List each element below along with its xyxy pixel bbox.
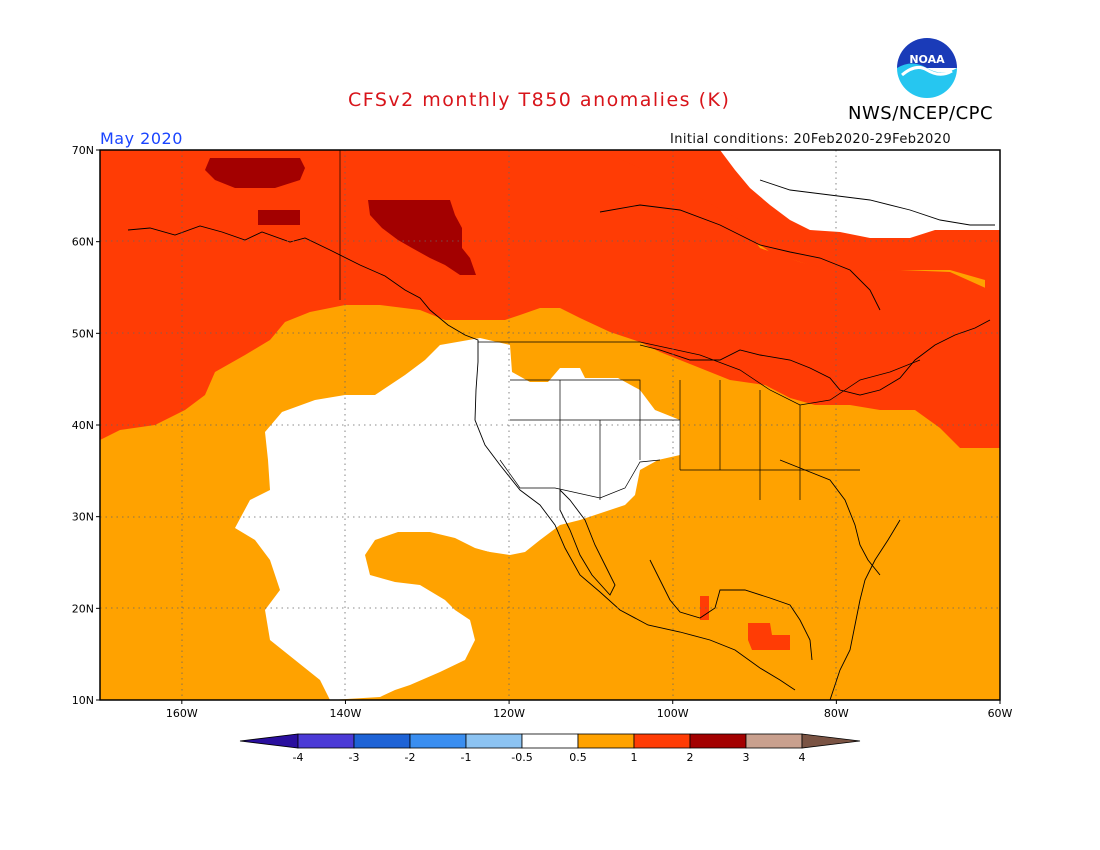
lon-label: 140W (330, 707, 362, 720)
neutral-region-arctic (720, 150, 1000, 238)
anomaly-region-2-3-bering (205, 158, 305, 188)
legend-box (521, 733, 579, 749)
noaa-logo-icon: NOAA (896, 37, 958, 99)
legend-tick-label: 3 (743, 751, 750, 764)
lon-label: 80W (824, 707, 849, 720)
initial-conditions: Initial conditions: 20Feb2020-29Feb2020 (670, 132, 952, 147)
lat-label: 10N (72, 694, 94, 707)
legend-box (353, 733, 411, 749)
axis-ticks (96, 149, 1001, 704)
legend-tick-label: 1 (631, 751, 638, 764)
legend-tick-label: 0.5 (569, 751, 587, 764)
neutral-region-west (235, 338, 680, 700)
legend-boxes (239, 733, 861, 749)
color-legend: -4 -3 -2 -1 -0.5 0.5 1 2 3 4 (239, 733, 861, 764)
lat-label: 30N (72, 511, 94, 524)
legend-box (633, 733, 691, 749)
legend-min-arrow (239, 733, 299, 749)
legend-box (409, 733, 467, 749)
legend-box (745, 733, 803, 749)
borders (339, 150, 921, 500)
legend-box (577, 733, 635, 749)
lon-label: 100W (657, 707, 689, 720)
anomaly-region-2-3-alaska (258, 210, 300, 225)
anomaly-map: 70N 60N 50N 40N 30N 20N 10N 160W 140W 120W 100W 80… (72, 144, 1013, 720)
legend-tick-label: -3 (349, 751, 360, 764)
lat-label: 50N (72, 327, 94, 340)
coastlines (127, 179, 995, 700)
longitude-labels: 160W 140W 120W 100W 80W 60W (166, 707, 1013, 720)
legend-tick-label: 2 (687, 751, 694, 764)
legend-tick-label: -4 (293, 751, 304, 764)
logo-text: NOAA (909, 53, 945, 66)
chart-title: CFSv2 monthly T850 anomalies (K) (348, 89, 731, 111)
legend-tick-label: -0.5 (511, 751, 532, 764)
lon-label: 120W (493, 707, 525, 720)
legend-max-arrow (801, 733, 861, 749)
anomaly-region-2-3-yukon (368, 200, 476, 275)
latitude-labels: 70N 60N 50N 40N 30N 20N 10N (72, 144, 94, 707)
legend-tick-label: -1 (461, 751, 472, 764)
legend-tick-label: -2 (405, 751, 416, 764)
legend-labels: -4 -3 -2 -1 -0.5 0.5 1 2 3 4 (293, 751, 806, 764)
legend-tick-label: 4 (799, 751, 806, 764)
legend-box (465, 733, 523, 749)
lat-label: 40N (72, 419, 94, 432)
lat-label: 60N (72, 236, 94, 249)
anomaly-region-1-2-yucatan (700, 596, 709, 620)
anomaly-region-1-2-central-america (748, 623, 790, 650)
legend-box (297, 733, 355, 749)
lon-label: 160W (166, 707, 198, 720)
anomaly-region-05-1-patch (368, 532, 528, 598)
forecast-month: May 2020 (100, 129, 183, 148)
gridlines (100, 150, 1000, 700)
legend-box (689, 733, 747, 749)
organization-label: NWS/NCEP/CPC (848, 103, 994, 124)
lat-label: 20N (72, 602, 94, 615)
anomaly-region-1-2-main (100, 150, 1000, 448)
lat-label: 70N (72, 144, 94, 157)
lon-label: 60W (988, 707, 1013, 720)
